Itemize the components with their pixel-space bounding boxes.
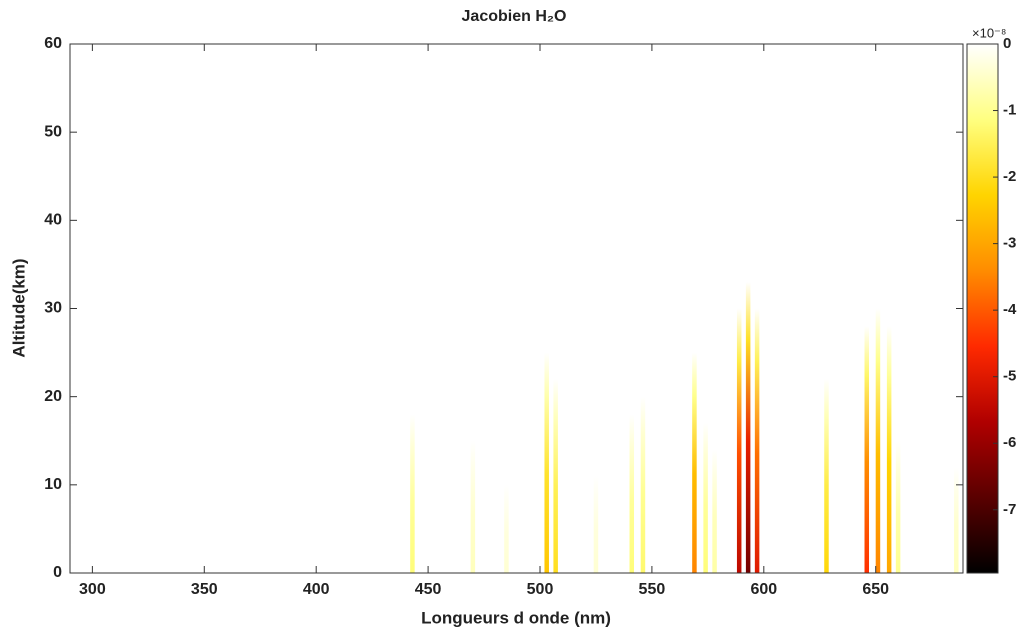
colorbar-tick-label: -1 <box>1003 102 1016 119</box>
heat-streak <box>703 423 708 573</box>
x-tick-label: 550 <box>639 581 666 598</box>
colorbar-tick-label: -2 <box>1003 168 1016 185</box>
x-tick-label: 500 <box>527 581 554 598</box>
heat-streak <box>895 440 901 573</box>
colorbar-tick-label: -4 <box>1003 301 1017 318</box>
heat-streak <box>745 282 751 573</box>
y-tick-label: 50 <box>44 123 62 140</box>
heat-streak <box>470 440 476 573</box>
heat-streak <box>544 352 549 573</box>
x-tick-label: 650 <box>862 581 889 598</box>
y-tick-label: 60 <box>44 35 62 52</box>
colorbar <box>966 43 999 574</box>
heat-streak <box>712 449 717 573</box>
heat-streak <box>640 396 646 573</box>
x-tick-label: 350 <box>191 581 218 598</box>
x-tick-label: 600 <box>750 581 777 598</box>
heat-streak <box>954 467 959 573</box>
y-tick-label: 20 <box>44 388 62 405</box>
heat-streak <box>504 484 509 573</box>
y-axis-label: Altitude(km) <box>9 258 28 357</box>
heat-streak <box>824 379 829 573</box>
plot-area <box>70 44 963 573</box>
y-tick-label: 30 <box>44 300 62 317</box>
y-tick-label: 10 <box>44 476 62 493</box>
heat-streak <box>736 308 742 573</box>
heat-streak <box>692 352 697 573</box>
x-tick-label: 400 <box>303 581 330 598</box>
colorbar-tick-label: 0 <box>1003 35 1011 52</box>
colorbar-tick-label: -7 <box>1003 501 1016 518</box>
colorbar-tick-label: -6 <box>1003 434 1016 451</box>
x-tick-label: 450 <box>415 581 442 598</box>
heat-streak <box>864 326 870 573</box>
heat-streak <box>410 414 415 573</box>
heat-streak <box>593 476 599 573</box>
chart-title: Jacobien H₂O <box>462 8 567 25</box>
heat-streak <box>875 308 881 573</box>
colorbar-exponent: ×10⁻⁸ <box>972 25 1006 40</box>
heat-streak <box>553 379 558 573</box>
heat-streak <box>886 326 892 573</box>
colorbar-tick-label: -3 <box>1003 235 1016 252</box>
y-tick-label: 0 <box>53 564 62 581</box>
heat-streak <box>629 414 635 573</box>
x-axis-label: Longueurs d onde (nm) <box>421 608 611 627</box>
heat-streak <box>754 308 760 573</box>
y-tick-label: 40 <box>44 212 62 229</box>
x-tick-label: 300 <box>79 581 106 598</box>
colorbar-tick-label: -5 <box>1003 368 1016 385</box>
